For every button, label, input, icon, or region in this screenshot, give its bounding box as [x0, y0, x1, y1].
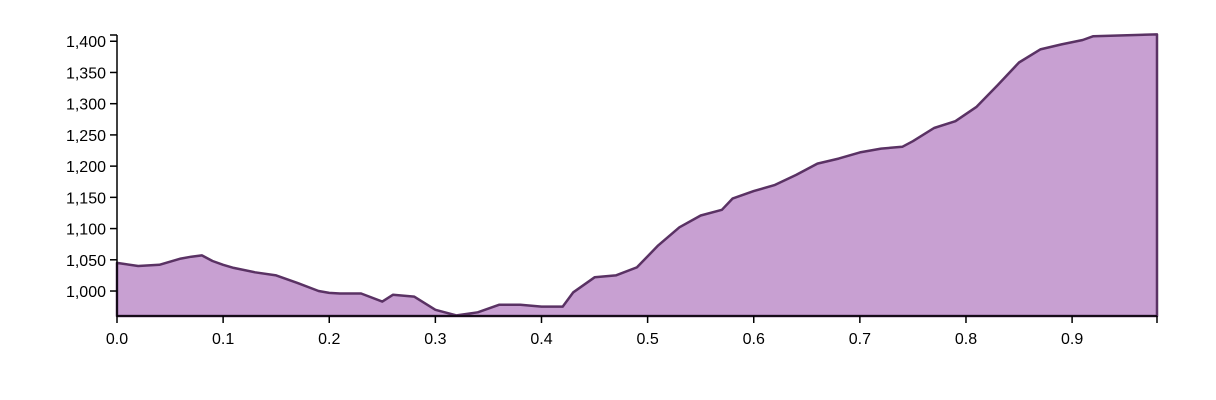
x-tick-label: 0.5 — [636, 331, 658, 348]
y-tick-label: 1,300 — [66, 97, 106, 114]
y-tick-label: 1,400 — [66, 34, 106, 51]
x-tick-label: 0.3 — [424, 331, 446, 348]
y-tick-label: 1,200 — [66, 159, 106, 176]
x-tick-label: 0.9 — [1061, 331, 1083, 348]
x-axis: 0.0 0.1 0.2 0.3 0.4 0.5 0.6 0.7 0.8 0.9 — [106, 315, 1158, 348]
area-outline — [115, 33, 1159, 318]
plot-area — [115, 33, 1159, 318]
area-fill — [117, 34, 1157, 317]
x-tick-label: 0.2 — [318, 331, 340, 348]
x-tick-label: 0.7 — [849, 331, 871, 348]
y-tick-label: 1,250 — [66, 128, 106, 145]
x-tick-label: 0.0 — [106, 331, 128, 348]
x-tick-label: 0.4 — [530, 331, 552, 348]
x-tick-label: 0.6 — [743, 331, 765, 348]
y-tick-label: 1,350 — [66, 65, 106, 82]
x-tick-label: 0.8 — [955, 331, 977, 348]
y-tick-label: 1,000 — [66, 284, 106, 301]
x-tick-label: 0.1 — [212, 331, 234, 348]
y-tick-label: 1,100 — [66, 222, 106, 239]
y-axis: 1,000 1,050 1,100 1,150 1,200 1,250 1,300 1,350… — [66, 34, 118, 316]
y-tick-label: 1,050 — [66, 253, 106, 270]
y-tick-label: 1,150 — [66, 190, 106, 207]
